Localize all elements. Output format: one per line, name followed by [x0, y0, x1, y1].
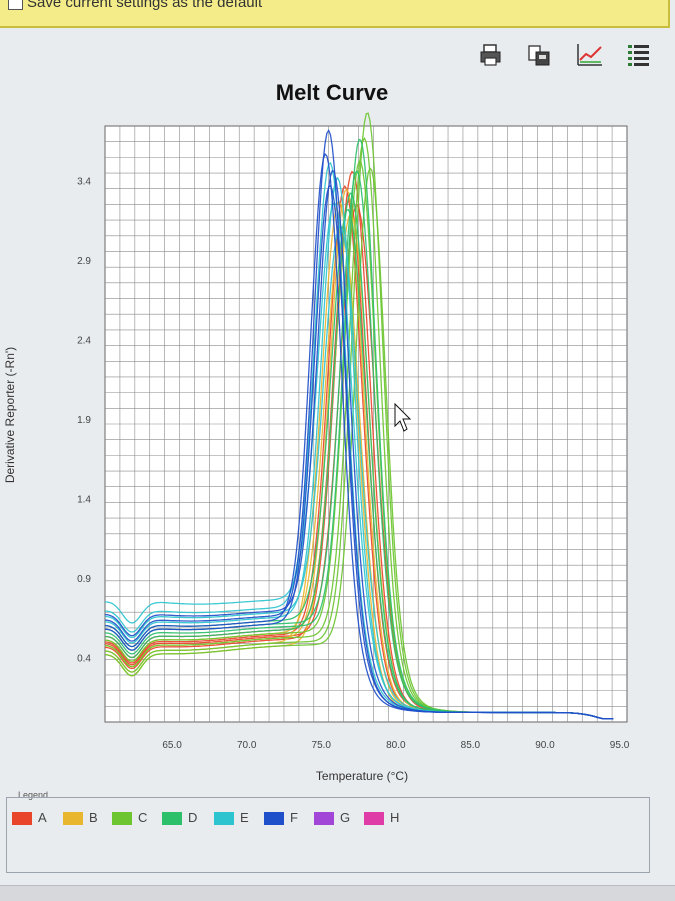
- plot-settings-icon[interactable]: [576, 42, 602, 68]
- legend-label: D: [188, 810, 198, 825]
- x-tick-labels: 65.0 70.0 75.0 80.0 85.0 90.0 95.0: [162, 740, 629, 751]
- legend-label: G: [340, 810, 351, 825]
- legend-label: B: [89, 810, 98, 825]
- legend-swatch: [112, 812, 132, 825]
- legend-swatch: [264, 812, 284, 825]
- curves: [104, 112, 614, 720]
- x-tick-label: 75.0: [312, 740, 332, 751]
- y-tick-label: 0.4: [77, 653, 91, 664]
- x-tick-label: 90.0: [535, 740, 555, 751]
- legend-swatch: [314, 812, 334, 825]
- y-tick-label: 0.9: [77, 574, 91, 585]
- x-axis-label: Temperature (°C): [316, 769, 408, 783]
- y-tick-label: 2.9: [77, 256, 91, 267]
- list-icon[interactable]: [627, 42, 651, 68]
- legend-swatch: [162, 812, 182, 825]
- legend-label: A: [38, 810, 47, 825]
- mouse-cursor-icon: [394, 402, 412, 432]
- x-tick-label: 85.0: [461, 740, 481, 751]
- window-bottom-edge: [0, 885, 675, 901]
- y-tick-label: 1.9: [77, 415, 91, 426]
- melt-curve-chart: 65.0 70.0 75.0 80.0 85.0 90.0 95.0 0.4 0.9 1.4 1.…: [3, 112, 630, 783]
- legend-swatch: [214, 812, 234, 825]
- y-axis-label: Derivative Reporter (-Rn'): [3, 347, 17, 483]
- legend-label: E: [240, 810, 249, 825]
- grid: [105, 126, 627, 722]
- legend-label: C: [138, 810, 148, 825]
- y-tick-label: 2.4: [77, 336, 91, 347]
- chart-title: Melt Curve: [275, 80, 389, 105]
- melt-curve-line: [104, 184, 614, 720]
- x-tick-label: 65.0: [162, 740, 182, 751]
- y-tick-label: 3.4: [77, 177, 91, 188]
- x-tick-label: 95.0: [610, 740, 630, 751]
- x-tick-label: 80.0: [386, 740, 406, 751]
- legend-swatch: [364, 812, 384, 825]
- legend-title: Legend: [15, 790, 52, 800]
- legend-swatch: [12, 812, 32, 825]
- legend: [6, 797, 650, 873]
- y-tick-label: 1.4: [77, 494, 91, 505]
- export-icon[interactable]: [527, 42, 551, 68]
- legend-swatch: [63, 812, 83, 825]
- x-tick-label: 70.0: [237, 740, 257, 751]
- save-default-checkbox[interactable]: [8, 0, 23, 10]
- legend-label: F: [290, 810, 298, 825]
- print-icon[interactable]: [479, 42, 503, 68]
- save-default-label: Save current settings as the default: [27, 0, 263, 11]
- legend-label: H: [390, 810, 400, 825]
- settings-bar: Save current settings as the default: [0, 0, 670, 28]
- y-tick-labels: 0.4 0.9 1.4 1.9 2.4 2.9 3.4: [77, 177, 91, 665]
